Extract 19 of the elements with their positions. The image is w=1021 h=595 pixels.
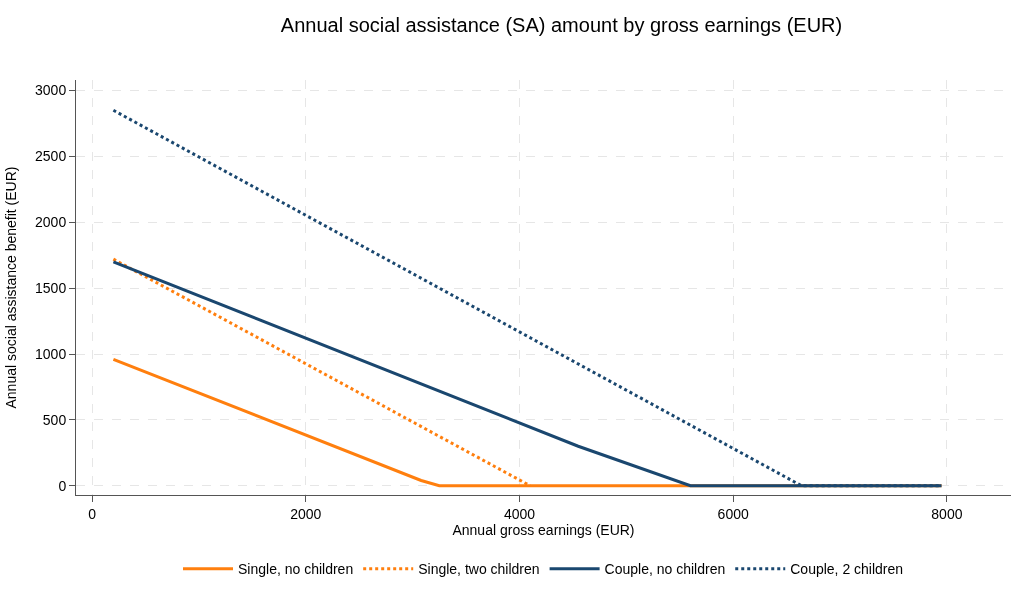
y-axis-title: Annual social assistance benefit (EUR) xyxy=(2,166,19,409)
legend-label: Single, two children xyxy=(418,561,540,578)
y-tick-label: 1500 xyxy=(35,280,67,297)
legend-label: Couple, no children xyxy=(604,561,726,578)
y-tick-label: 2500 xyxy=(35,148,67,165)
y-tick-label: 0 xyxy=(58,477,67,494)
legend-label: Single, no children xyxy=(238,561,354,578)
x-tick-label: 8000 xyxy=(931,505,963,522)
x-axis-title: Annual gross earnings (EUR) xyxy=(452,521,635,538)
y-tick-label: 3000 xyxy=(35,82,67,99)
x-tick-label: 2000 xyxy=(290,505,322,522)
legend-label: Couple, 2 children xyxy=(790,561,904,578)
x-tick-label: 0 xyxy=(88,505,97,522)
y-tick-label: 500 xyxy=(42,411,67,428)
y-tick-label: 2000 xyxy=(35,214,67,231)
x-tick-label: 6000 xyxy=(717,505,749,522)
chart-title: Annual social assistance (SA) amount by gross earnings (EUR) xyxy=(280,13,843,36)
y-tick-label: 1000 xyxy=(35,345,67,362)
x-tick-label: 4000 xyxy=(503,505,536,522)
